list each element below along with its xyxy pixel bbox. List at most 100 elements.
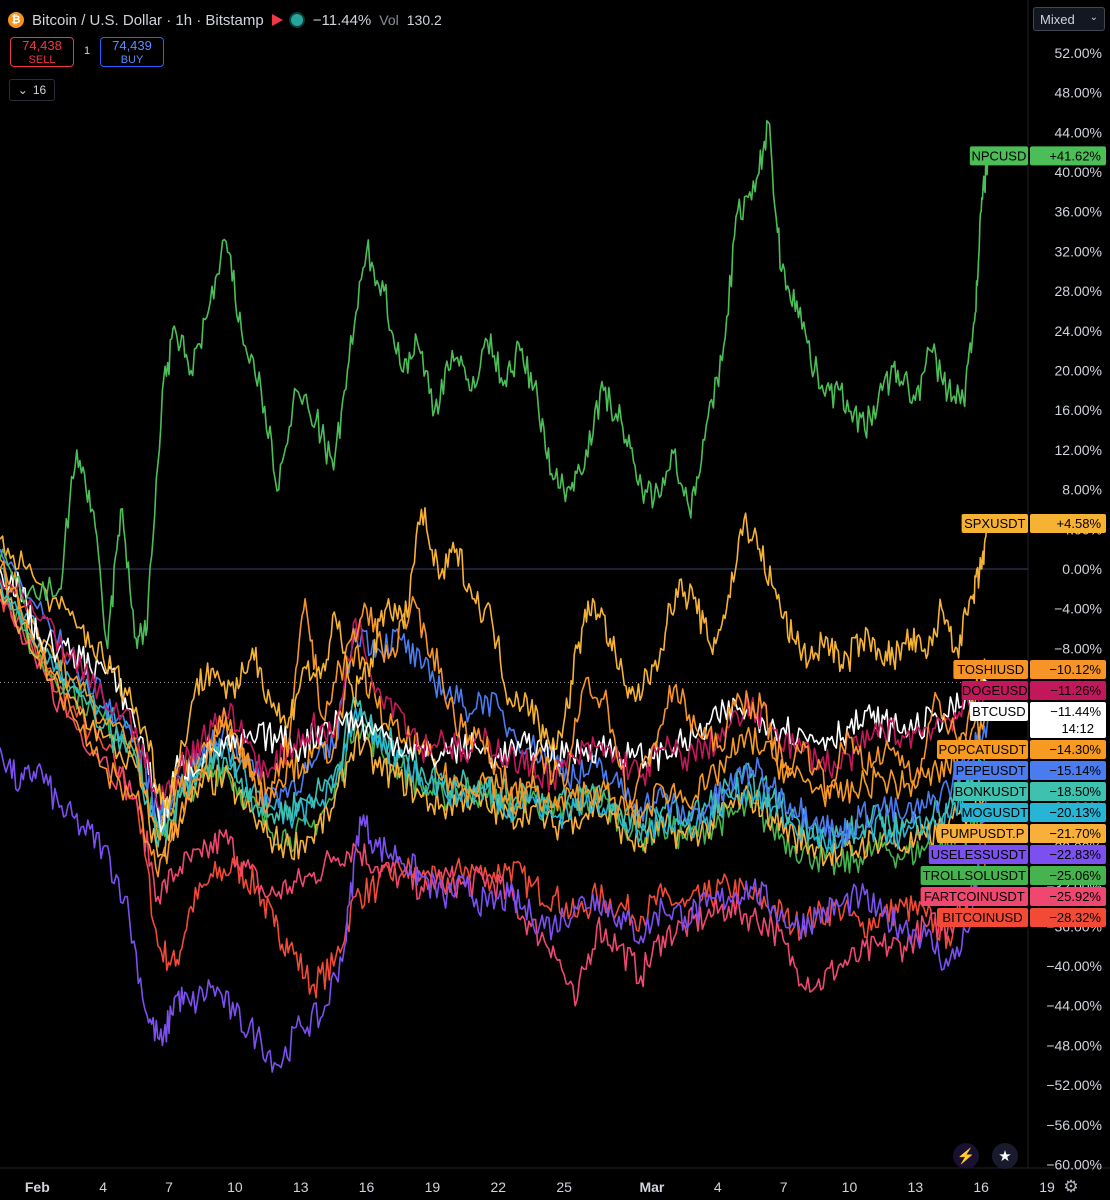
series-name-text: BTCUSD xyxy=(972,704,1025,719)
y-axis-ticks: 52.00% 48.00% 44.00% 40.00% 36.00% 32.00% 28.0… xyxy=(1046,45,1102,1173)
series-label-popcatusdt[interactable]: POPCATUSDT −14.30% xyxy=(937,739,1106,759)
series-label-bitcoinusd[interactable]: BITCOINUSD −28.32% xyxy=(937,907,1106,927)
y-tick-label: 0.00% xyxy=(1062,561,1102,577)
series-value-text: −10.12% xyxy=(1049,662,1101,677)
y-tick-label: 24.00% xyxy=(1055,323,1102,339)
x-tick-label: 22 xyxy=(490,1179,506,1195)
series-value-text: −14.30% xyxy=(1049,742,1101,757)
scale-mode-select[interactable]: Mixed ⌄ xyxy=(1033,7,1105,31)
x-tick-label: 4 xyxy=(714,1179,722,1195)
series-line-spxusdt xyxy=(0,507,989,810)
series-value-tag xyxy=(1030,146,1106,166)
x-tick-label: Feb xyxy=(25,1179,50,1195)
series-name-tag xyxy=(969,701,1028,721)
indicators-toggle[interactable]: ⌄ 16 xyxy=(9,79,55,101)
symbol-header[interactable]: ₿ Bitcoin / U.S. Dollar · 1h · Bitstamp … xyxy=(8,9,442,31)
series-name-text: USELESSUSDT xyxy=(931,847,1026,862)
bitcoin-icon: ₿ xyxy=(8,12,24,28)
series-name-text: POPCATUSDT xyxy=(939,742,1027,757)
series-value-text: −28.32% xyxy=(1049,910,1101,925)
series-name-tag xyxy=(953,760,1028,780)
series-name-tag xyxy=(953,781,1028,801)
y-tick-label: 32.00% xyxy=(1055,243,1102,259)
series-line-toshiusd xyxy=(0,560,989,878)
series-value-tag xyxy=(1030,701,1106,738)
indicators-count: 16 xyxy=(32,83,47,97)
series-value-tag xyxy=(1030,680,1106,700)
sell-label: SELL xyxy=(28,54,56,66)
series-name-text: NPCUSD xyxy=(971,148,1026,163)
series-value-tag xyxy=(1030,886,1106,906)
series-value-tag xyxy=(1030,739,1106,759)
gear-icon[interactable]: ⚙ xyxy=(1063,1177,1079,1196)
series-label-btcusd[interactable]: BTCUSD −11.44% 14:12 xyxy=(969,701,1106,738)
series-label-fartcoinusdt[interactable]: FARTCOINUSDT −25.92% xyxy=(920,886,1106,906)
series-value-tag xyxy=(1030,844,1106,864)
series-value-tag xyxy=(1030,760,1106,780)
series-value-text: −15.14% xyxy=(1049,763,1101,778)
x-tick-label: 13 xyxy=(908,1179,924,1195)
series-value-text: −25.92% xyxy=(1049,889,1101,904)
y-tick-label: −40.00% xyxy=(1046,958,1102,974)
series-name-text: BITCOINUSD xyxy=(942,910,1022,925)
buy-button[interactable]: 74,439 BUY xyxy=(100,37,164,67)
series-label-spxusdt[interactable]: SPXUSDT +4.58% xyxy=(961,514,1106,534)
series-label-uselessusdt[interactable]: USELESSUSDT −22.83% xyxy=(928,844,1106,864)
series-name-tag xyxy=(961,680,1028,700)
last-price-time: 14:12 xyxy=(1061,721,1094,736)
series-name-tag xyxy=(937,739,1028,759)
series-label-pumpusdtp[interactable]: PUMPUSDT.P −21.70% xyxy=(937,823,1106,843)
y-tick-label: −52.00% xyxy=(1046,1077,1102,1093)
y-tick-label: 16.00% xyxy=(1055,402,1102,418)
bolt-icon[interactable]: ⚡ xyxy=(953,1143,979,1169)
series-name-tag xyxy=(920,865,1028,885)
series-label-bonkusdt[interactable]: BONKUSDT −18.50% xyxy=(953,781,1106,801)
flag-icon[interactable] xyxy=(271,14,283,26)
series-label-npcusd[interactable]: NPCUSD +41.62% xyxy=(969,146,1106,166)
symbol-title[interactable]: Bitcoin / U.S. Dollar · 1h · Bitstamp xyxy=(32,11,264,29)
market-status-icon xyxy=(290,14,303,26)
series-value-text: −25.06% xyxy=(1049,868,1101,883)
sell-button[interactable]: 74,438 SELL xyxy=(10,37,74,67)
series-value-text: −18.50% xyxy=(1049,784,1101,799)
series-label-trollsolusdt[interactable]: TROLLSOLUSDT −25.06% xyxy=(920,865,1106,885)
x-axis-ticks: Feb 4 7 10 13 16 19 22 25 Mar 4 7 10 13 16 19 xyxy=(25,1179,1055,1195)
series-label-dogeusd[interactable]: DOGEUSD −11.26% xyxy=(961,680,1106,700)
y-tick-label: 40.00% xyxy=(1055,164,1102,180)
buy-label: BUY xyxy=(120,54,144,66)
series-value-text: −11.44% xyxy=(1050,704,1101,719)
flag-us-icon[interactable]: ★ xyxy=(992,1143,1018,1169)
series-name-text: TOSHIUSD xyxy=(957,662,1024,677)
series-name-tag xyxy=(969,146,1028,166)
series-label-mogusdt[interactable]: MOGUSDT −20.13% xyxy=(962,802,1106,822)
y-tick-label: 44.00% xyxy=(1055,124,1102,140)
series-value-tag xyxy=(1030,781,1106,801)
series-value-text: −20.13% xyxy=(1049,805,1101,820)
y-tick-label: 20.00% xyxy=(1055,363,1102,379)
x-tick-label: 4 xyxy=(99,1179,107,1195)
y-tick-label: −60.00% xyxy=(1046,1157,1102,1173)
series-name-tag xyxy=(937,907,1028,927)
series-name-tag xyxy=(928,844,1028,864)
buy-price: 74,439 xyxy=(112,38,152,53)
y-tick-label: −48.00% xyxy=(1046,1037,1102,1053)
series-line-bitcoinusd xyxy=(0,588,989,999)
series-value-tag xyxy=(1030,802,1106,822)
y-tick-label: 8.00% xyxy=(1062,482,1102,498)
series-value-text: +41.62% xyxy=(1049,148,1101,163)
x-tick-label: 19 xyxy=(425,1179,441,1195)
x-tick-label: 16 xyxy=(973,1179,989,1195)
series-name-text: TROLLSOLUSDT xyxy=(923,868,1026,883)
series-lines xyxy=(0,120,989,1073)
volume-label: Vol xyxy=(379,12,399,28)
x-tick-label: 19 xyxy=(1039,1179,1055,1195)
series-value-tag xyxy=(1030,514,1106,534)
series-name-text: MOGUSDT xyxy=(962,805,1029,820)
series-label-pepeusdt[interactable]: PEPEUSDT −15.14% xyxy=(953,760,1106,780)
y-tick-label: 36.00% xyxy=(1055,204,1102,220)
chevron-down-icon: ⌄ xyxy=(1089,12,1098,23)
y-tick-label: 28.00% xyxy=(1055,283,1102,299)
series-label-toshiusd[interactable]: TOSHIUSD −10.12% xyxy=(953,659,1106,679)
